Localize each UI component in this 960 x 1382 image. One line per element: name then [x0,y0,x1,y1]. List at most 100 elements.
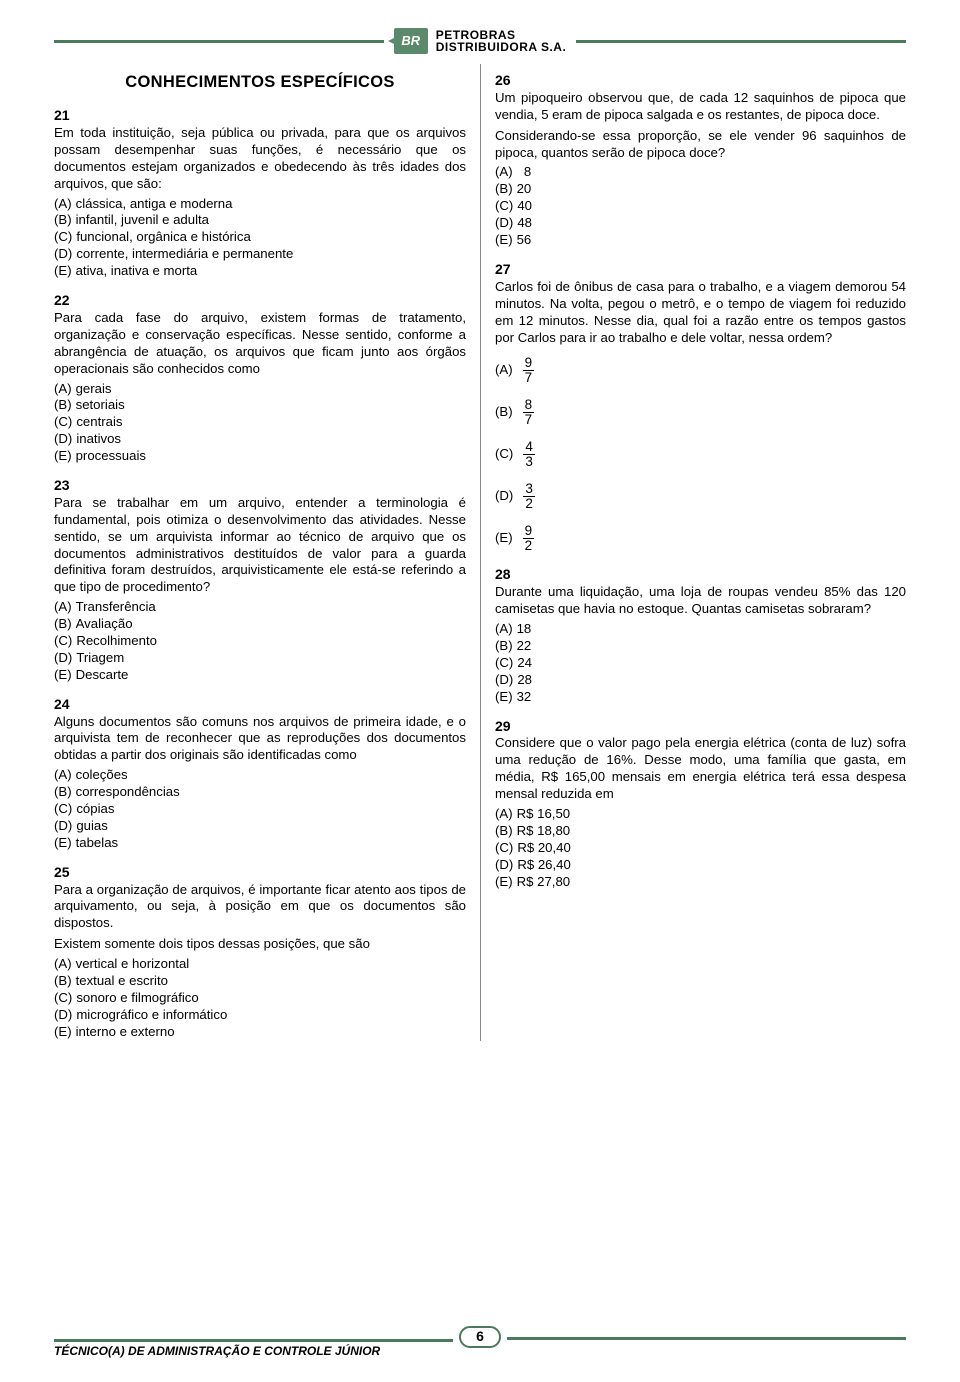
header: BR PETROBRAS DISTRIBUIDORA S.A. [54,28,906,54]
option-a: (A) 97 [495,356,906,384]
opt-label: (B) [54,212,72,229]
opt-label: (B) [54,616,72,633]
question-text: Para a organização de arquivos, é import… [54,882,466,933]
opt-text: vertical e horizontal [76,956,190,973]
question-text: Alguns documentos são comuns nos arquivo… [54,714,466,765]
question-number: 26 [495,72,906,90]
option-d: (D)48 [495,215,906,232]
opt-text: centrais [76,414,122,431]
option-a: (A) 8 [495,164,906,181]
opt-label: (A) [54,767,72,784]
opt-label: (E) [54,448,72,465]
option-c: (C)sonoro e filmográfico [54,990,466,1007]
fraction: 87 [523,398,535,426]
opt-text: corrente, intermediária e permanente [76,246,293,263]
question-options: (A)Transferência (B)Avaliação (C)Recolhi… [54,599,466,683]
opt-text: funcional, orgânica e histórica [76,229,250,246]
option-c: (C)Recolhimento [54,633,466,650]
opt-label: (E) [54,835,72,852]
left-column: CONHECIMENTOS ESPECÍFICOS 21 Em toda ins… [54,64,480,1041]
opt-label: (B) [495,823,513,840]
option-e: (E)56 [495,232,906,249]
opt-text: gerais [76,381,112,398]
option-b: (B) 87 [495,398,906,426]
option-c: (C)cópias [54,801,466,818]
footer-title: TÉCNICO(A) DE ADMINISTRAÇÃO E CONTROLE J… [54,1344,453,1359]
footer-rule-left [54,1339,453,1342]
footer-row: TÉCNICO(A) DE ADMINISTRAÇÃO E CONTROLE J… [54,1338,906,1360]
opt-text: 56 [517,232,532,249]
opt-label: (A) [54,381,72,398]
brand-text: PETROBRAS DISTRIBUIDORA S.A. [436,29,567,53]
option-a: (A)gerais [54,381,466,398]
opt-label: (D) [54,818,72,835]
opt-text: R$ 20,40 [517,840,571,857]
opt-label: (B) [54,397,72,414]
option-c: (C)40 [495,198,906,215]
opt-label: (B) [54,973,72,990]
opt-text: 22 [517,638,532,655]
opt-text: 8 [517,164,532,181]
opt-text: 40 [517,198,532,215]
opt-label: (A) [54,956,72,973]
opt-label: (C) [54,633,72,650]
option-c: (C)R$ 20,40 [495,840,906,857]
opt-text: 48 [517,215,532,232]
question-21: 21 Em toda instituição, seja pública ou … [54,107,466,280]
opt-text: ativa, inativa e morta [76,263,198,280]
question-number: 29 [495,718,906,736]
opt-text: micrográfico e informático [76,1007,227,1024]
question-24: 24 Alguns documentos são comuns nos arqu… [54,696,466,852]
opt-label: (E) [54,263,72,280]
opt-text: R$ 26,40 [517,857,571,874]
fraction: 43 [523,440,535,468]
opt-text: R$ 18,80 [517,823,571,840]
option-a: (A)Transferência [54,599,466,616]
question-26: 26 Um pipoqueiro observou que, de cada 1… [495,72,906,249]
question-23: 23 Para se trabalhar em um arquivo, ente… [54,477,466,684]
opt-label: (A) [495,806,513,823]
option-e: (E)Descarte [54,667,466,684]
question-options: (A)coleções (B)correspondências (C)cópia… [54,767,466,851]
opt-label: (B) [495,638,513,655]
opt-text: cópias [76,801,114,818]
denominator: 2 [523,539,535,553]
question-22: 22 Para cada fase do arquivo, existem fo… [54,292,466,465]
opt-label: (E) [495,530,513,547]
opt-text: Transferência [76,599,156,616]
option-b: (B)20 [495,181,906,198]
opt-label: (D) [54,1007,72,1024]
option-b: (B)setoriais [54,397,466,414]
opt-text: setoriais [76,397,125,414]
opt-text: R$ 16,50 [517,806,571,823]
opt-label: (E) [495,232,513,249]
opt-text: infantil, juvenil e adulta [76,212,209,229]
brand-line2: DISTRIBUIDORA S.A. [436,41,567,53]
option-b: (B)textual e escrito [54,973,466,990]
option-b: (B)correspondências [54,784,466,801]
option-e: (E)tabelas [54,835,466,852]
question-options: (A)gerais (B)setoriais (C)centrais (D)in… [54,381,466,465]
question-number: 24 [54,696,466,714]
logo-badge-icon: BR [394,28,428,54]
option-e: (E)ativa, inativa e morta [54,263,466,280]
opt-label: (B) [495,404,513,421]
question-28: 28 Durante uma liquidação, uma loja de r… [495,566,906,705]
opt-label: (A) [54,196,72,213]
opt-label: (E) [54,1024,72,1041]
opt-label: (D) [495,215,513,232]
footer: TÉCNICO(A) DE ADMINISTRAÇÃO E CONTROLE J… [54,1338,906,1360]
option-e: (E)processuais [54,448,466,465]
question-options: (A)R$ 16,50 (B)R$ 18,80 (C)R$ 20,40 (D)R… [495,806,906,890]
option-d: (D)inativos [54,431,466,448]
denominator: 7 [523,413,535,427]
option-c: (C)centrais [54,414,466,431]
option-c: (C)24 [495,655,906,672]
option-d: (D)28 [495,672,906,689]
denominator: 7 [523,371,535,385]
option-e: (E)32 [495,689,906,706]
opt-text: Triagem [76,650,124,667]
opt-label: (C) [54,229,72,246]
opt-text: processuais [76,448,146,465]
numerator: 3 [523,482,535,497]
